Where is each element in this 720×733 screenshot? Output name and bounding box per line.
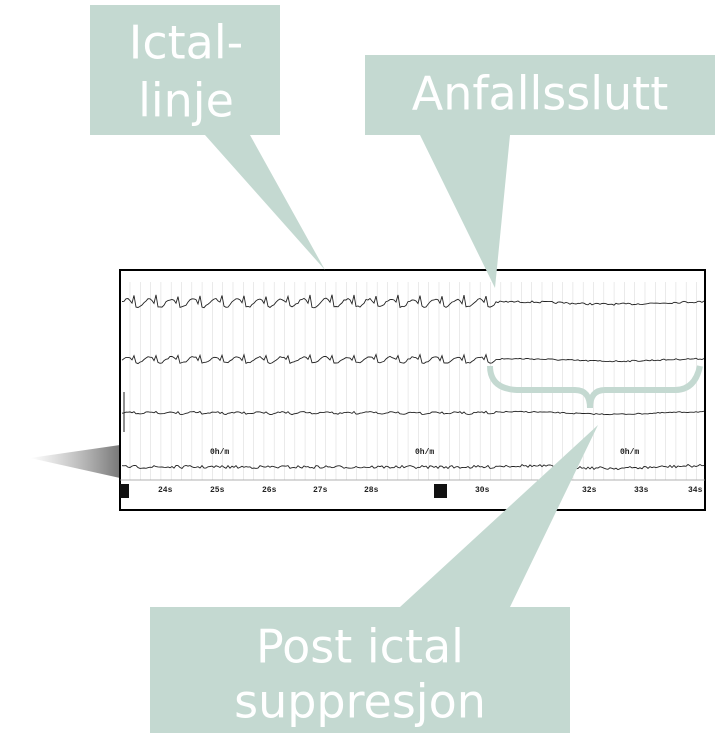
- callout-text: Post ictal: [256, 620, 464, 674]
- time-label: 27s: [313, 486, 328, 495]
- callout-text: Ictal-: [129, 16, 243, 70]
- slide: 0h/m0h/m0h/m24s25s26s27s28s30s32s33s34s …: [0, 0, 720, 733]
- speed-label: 0h/m: [620, 448, 639, 457]
- time-label: 34s: [688, 486, 703, 495]
- time-label: 26s: [262, 486, 277, 495]
- callout-text: Anfallsslutt: [412, 67, 669, 121]
- time-label: 32s: [582, 486, 597, 495]
- speed-label: 0h/m: [210, 448, 229, 457]
- time-label: 33s: [634, 486, 649, 495]
- speed-label: 0h/m: [415, 448, 434, 457]
- marker: [434, 484, 447, 498]
- time-label: 25s: [210, 486, 225, 495]
- callout-text: suppresjon: [234, 675, 486, 729]
- time-label: 28s: [364, 486, 379, 495]
- shadow: [30, 445, 120, 478]
- callout-text: linje: [138, 74, 234, 128]
- time-label: 24s: [158, 486, 173, 495]
- marker: [120, 484, 129, 498]
- time-label: 30s: [475, 486, 490, 495]
